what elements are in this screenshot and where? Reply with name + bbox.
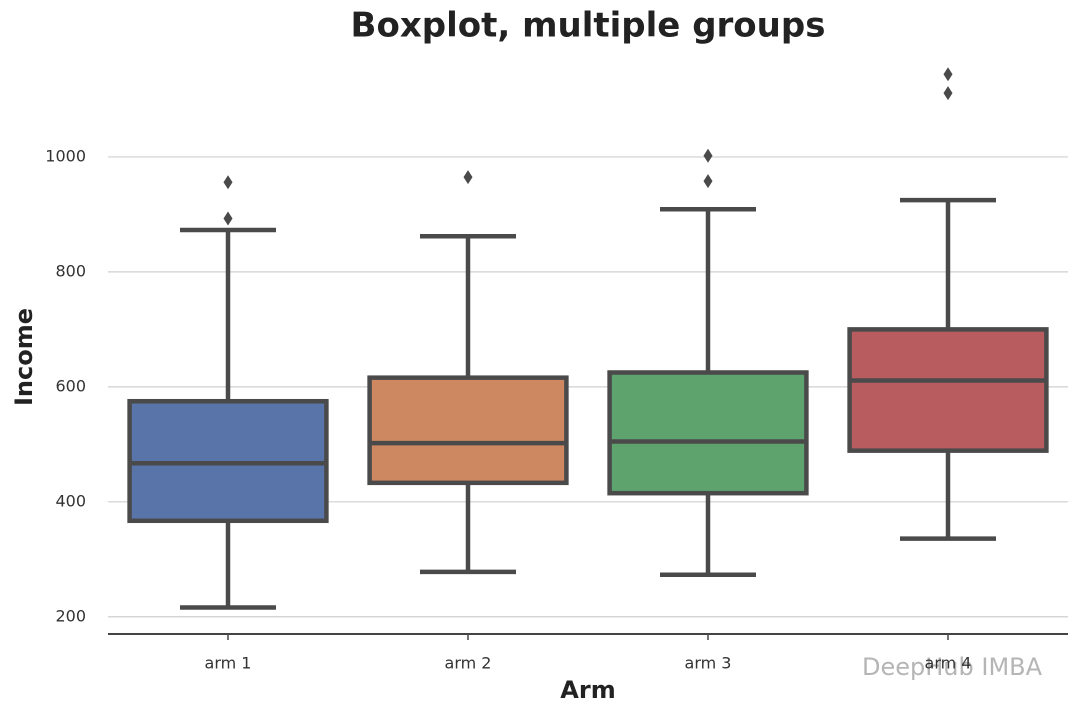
x-tick-label: arm 3 [685, 654, 732, 673]
box [607, 370, 809, 496]
y-axis-label: Income [10, 308, 38, 406]
outlier [943, 86, 953, 101]
box [847, 327, 1049, 453]
x-tick-label: arm 1 [205, 654, 252, 673]
chart-title: Boxplot, multiple groups [351, 6, 826, 46]
outlier [223, 211, 233, 226]
outlier [463, 170, 473, 185]
outlier [223, 175, 233, 190]
x-axis-label: Arm [560, 676, 615, 704]
outlier [703, 174, 713, 189]
box [127, 398, 329, 524]
box [367, 375, 569, 486]
y-tick-label: 600 [55, 376, 86, 395]
outlier [703, 148, 713, 163]
y-tick-label: 200 [55, 606, 86, 625]
y-tick-label: 800 [55, 261, 86, 280]
x-tick-label: arm 4 [925, 654, 972, 673]
y-tick-label: 400 [55, 491, 86, 510]
x-tick-label: arm 2 [445, 654, 492, 673]
outlier [943, 67, 953, 82]
y-tick-label: 1000 [45, 146, 86, 165]
watermark: DeepHub IMBA [862, 653, 1043, 681]
